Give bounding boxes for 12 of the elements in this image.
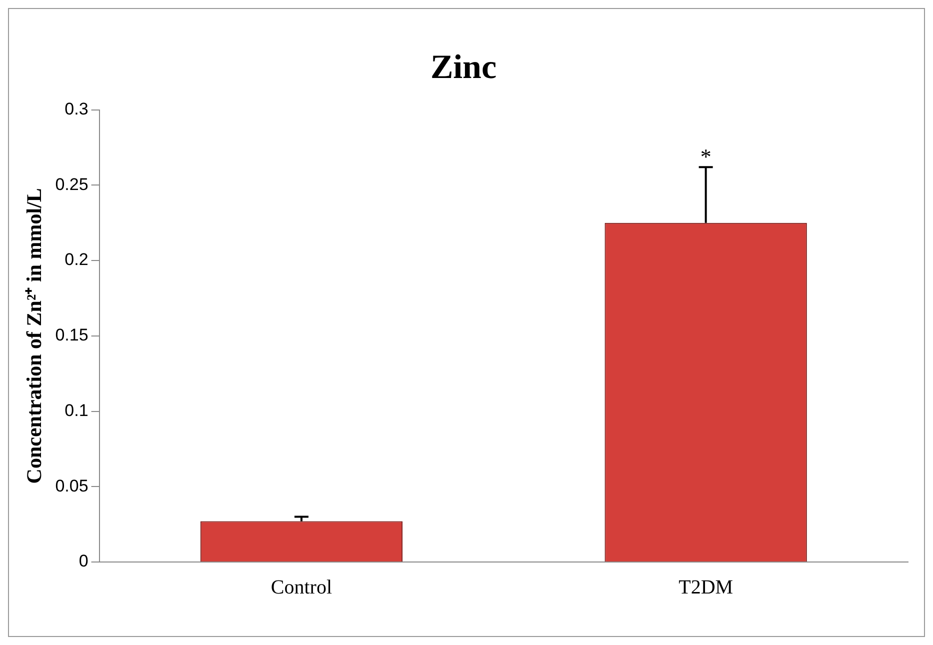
y-tick-label: 0.05 (55, 476, 88, 496)
y-tick-label: 0.2 (64, 250, 88, 270)
annotation: * (700, 144, 712, 169)
y-tick-label: 0.25 (55, 174, 88, 194)
y-tick-label: 0 (78, 552, 88, 571)
chart-title: Zinc (430, 49, 497, 86)
y-tick-label: 0.15 (55, 326, 88, 345)
y-axis-title: Concentration of Zn²⁺ in mmol/L (22, 188, 46, 484)
y-tick-label: 0.3 (64, 99, 88, 118)
x-tick-label: Control (270, 576, 332, 598)
x-tick-label: T2DM (678, 576, 734, 598)
y-tick-label: 0.1 (64, 400, 88, 420)
